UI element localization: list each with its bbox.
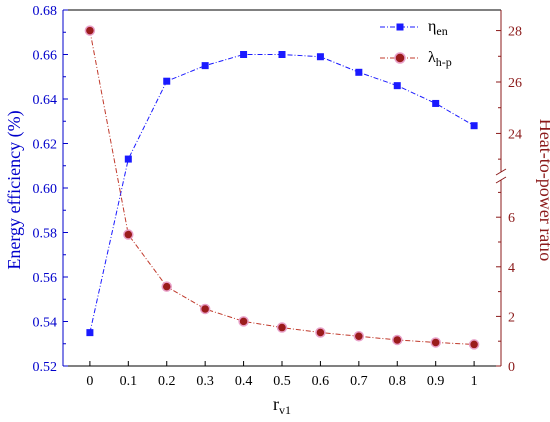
legend-eta-main: η bbox=[428, 18, 436, 35]
y-right-tick-label: 26 bbox=[508, 76, 522, 91]
y-left-tick-label: 0.60 bbox=[33, 182, 58, 197]
x-tick-label: 0.7 bbox=[350, 374, 368, 389]
x-tick-label: 0.8 bbox=[389, 374, 407, 389]
x-axis-label: rv1 bbox=[273, 394, 291, 417]
series-line-lambda bbox=[89, 30, 475, 345]
x-tick-label: 0.4 bbox=[235, 374, 253, 389]
y-left-tick-label: 0.58 bbox=[33, 227, 58, 242]
data-point-eta bbox=[124, 155, 132, 163]
data-point-lambda bbox=[199, 303, 211, 315]
data-point-eta bbox=[278, 51, 286, 58]
y-right-tick-label: 4 bbox=[508, 261, 515, 276]
y-right-tick-label: 6 bbox=[508, 211, 515, 226]
y-left-tick-label: 0.62 bbox=[33, 138, 58, 153]
x-tick-label: 0.1 bbox=[120, 374, 138, 389]
legend-marker-eta bbox=[396, 23, 404, 31]
y-left-tick-label: 0.68 bbox=[33, 4, 58, 19]
data-point-lambda bbox=[161, 281, 172, 292]
data-point-eta bbox=[86, 329, 94, 337]
x-label-main: r bbox=[273, 394, 279, 414]
data-point-eta bbox=[355, 68, 363, 76]
y-left-label: Energy efficiency (%) bbox=[4, 110, 25, 269]
data-point-lambda bbox=[84, 25, 96, 36]
data-point-eta bbox=[163, 77, 171, 85]
data-point-lambda bbox=[276, 322, 288, 333]
data-point-eta bbox=[201, 62, 209, 70]
legend-marker-lambda bbox=[394, 52, 406, 64]
data-point-lambda bbox=[468, 339, 480, 350]
data-point-lambda bbox=[315, 327, 326, 338]
data-point-eta bbox=[240, 51, 248, 58]
y-right-tick-label: 24 bbox=[508, 127, 522, 142]
data-point-lambda bbox=[430, 337, 441, 348]
axis-break-mark bbox=[495, 168, 507, 176]
y-right-tick-label: 28 bbox=[508, 25, 522, 40]
data-point-eta bbox=[316, 53, 324, 61]
data-point-lambda bbox=[392, 334, 403, 346]
legend-label-eta: ηen bbox=[428, 18, 448, 38]
y-left-tick-label: 0.54 bbox=[33, 316, 58, 331]
legend-lambda-sub: h-p bbox=[436, 55, 452, 69]
legend-eta-sub: en bbox=[436, 24, 447, 38]
data-point-eta bbox=[470, 122, 478, 130]
x-tick-label: 0.5 bbox=[273, 374, 291, 389]
y-left-tick-label: 0.64 bbox=[33, 93, 58, 108]
data-point-eta bbox=[393, 82, 401, 90]
y-right-label: Heat-to-power ratio bbox=[536, 119, 550, 261]
data-point-lambda bbox=[123, 229, 134, 240]
left-axis-title: Energy efficiency (%) bbox=[4, 110, 25, 269]
y-right-tick-label: 2 bbox=[508, 310, 515, 325]
x-tick-label: 0.3 bbox=[196, 374, 214, 389]
x-tick-label: 0.9 bbox=[427, 374, 445, 389]
y-left-tick-label: 0.66 bbox=[33, 49, 58, 64]
plot-layer: 0 0.1 0.2 0.3 0.4 0.5 0.6 0.7 0.8 0.9 1 0.52 0.54 0.5… bbox=[33, 4, 523, 389]
x-tick-label: 0.2 bbox=[158, 374, 176, 389]
legend-lambda-main: λ bbox=[428, 49, 436, 66]
x-tick-label: 0.6 bbox=[312, 374, 330, 389]
data-point-eta bbox=[432, 99, 440, 107]
right-axis-title: Heat-to-power ratio bbox=[536, 119, 550, 261]
y-left-tick-label: 0.52 bbox=[33, 360, 58, 375]
axis-break-mark bbox=[495, 176, 507, 184]
data-point-lambda bbox=[353, 330, 365, 342]
y-left-tick-label: 0.56 bbox=[33, 271, 58, 286]
x-label-sub: v1 bbox=[279, 403, 291, 417]
x-tick-label: 0 bbox=[86, 374, 93, 389]
data-point-lambda bbox=[238, 316, 249, 327]
legend-label-lambda: λh-p bbox=[428, 49, 452, 69]
legend: ηen λh-p bbox=[380, 18, 452, 69]
y-right-tick-label: 0 bbox=[508, 360, 515, 375]
x-tick-label: 1 bbox=[471, 374, 478, 389]
